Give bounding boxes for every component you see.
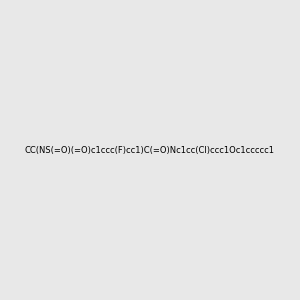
Text: CC(NS(=O)(=O)c1ccc(F)cc1)C(=O)Nc1cc(Cl)ccc1Oc1ccccc1: CC(NS(=O)(=O)c1ccc(F)cc1)C(=O)Nc1cc(Cl)c…: [25, 146, 275, 154]
